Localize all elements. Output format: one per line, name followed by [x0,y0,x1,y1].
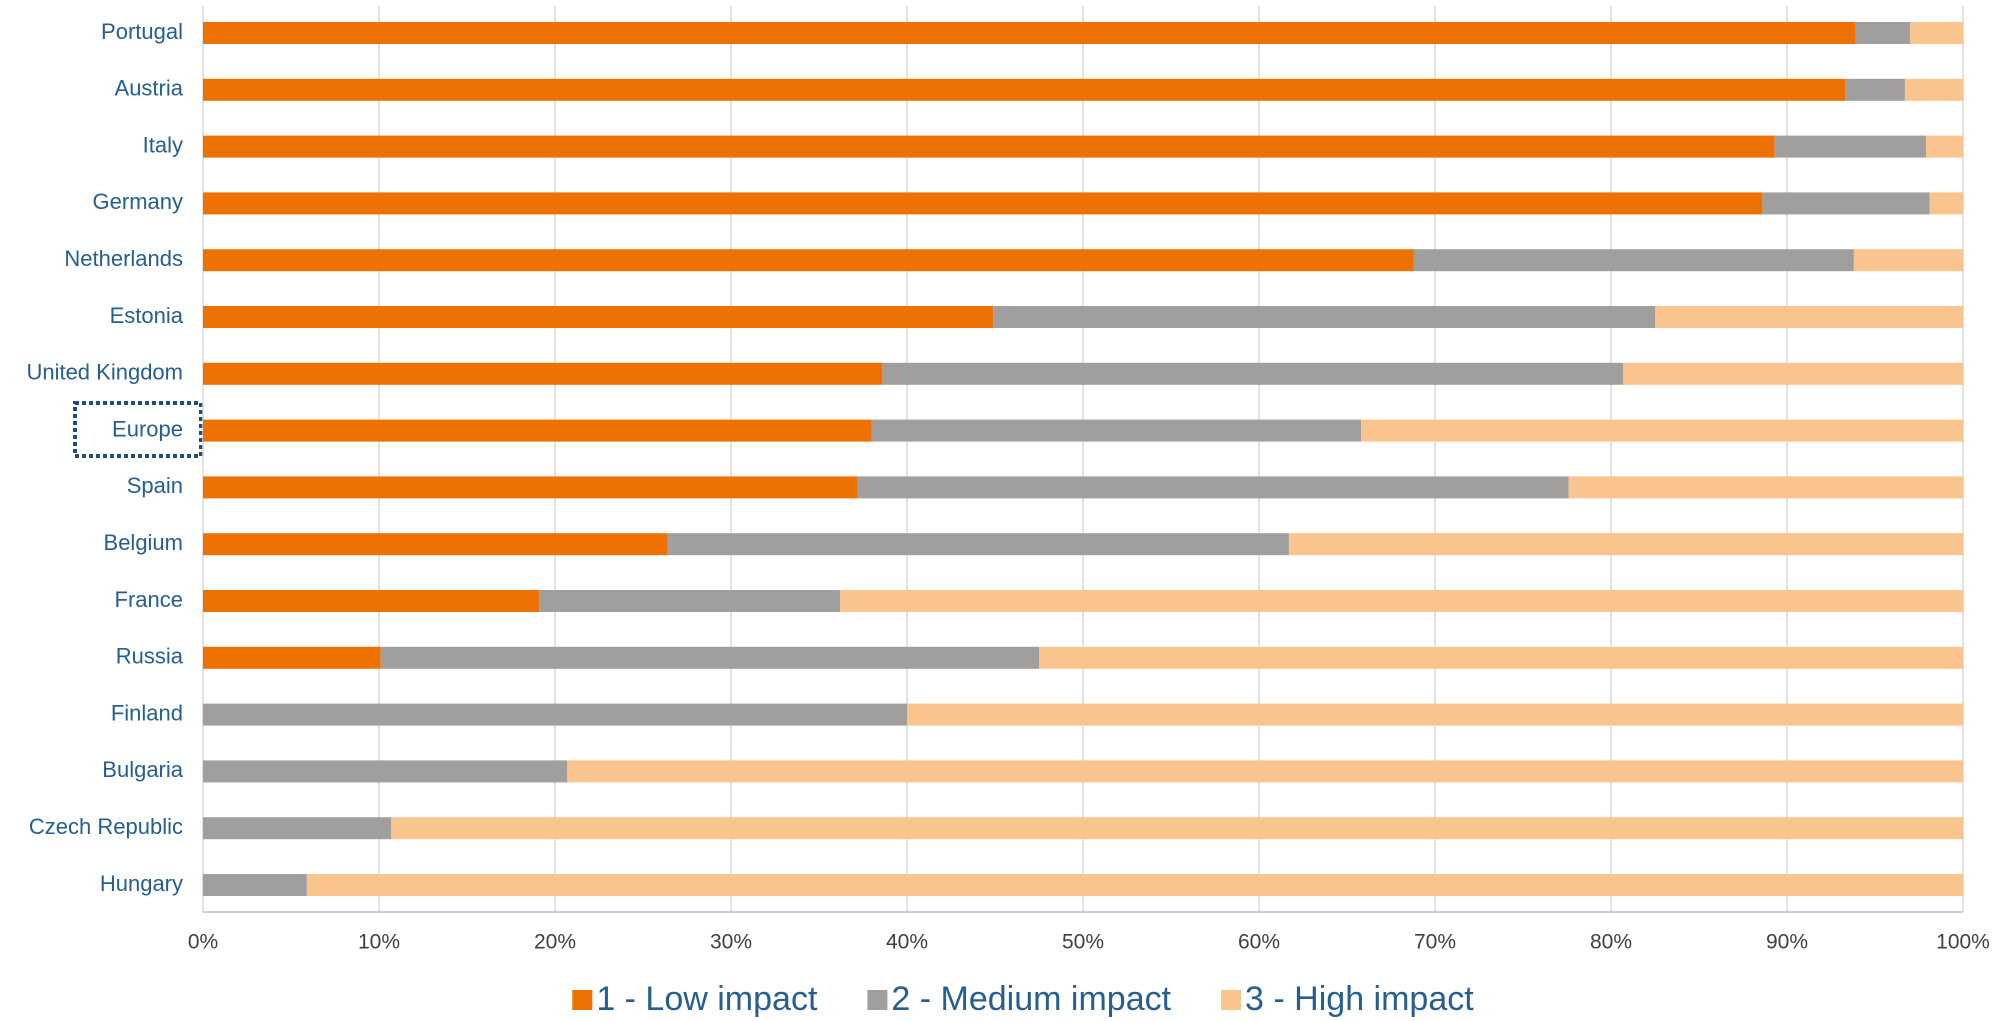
bar-segment [203,703,907,726]
bar-segment [1929,192,1963,215]
legend-label: 2 - Medium impact [891,980,1171,1018]
bar-segment [567,760,1963,783]
bar-segment [380,646,1039,669]
y-tick-label: United Kingdom [26,360,183,385]
bar-segment [203,78,1846,101]
x-tick-label: 70% [1414,931,1456,954]
bar-segment [1288,533,1963,556]
y-tick-label: Europe [112,416,183,441]
y-tick-label: Austria [115,76,184,101]
bar-segment [203,192,1763,215]
bar-segment [1845,78,1905,101]
bar-segment [907,703,1963,726]
bar-segment [871,419,1362,442]
x-tick-label: 10% [358,931,400,954]
bar-segment [203,249,1414,272]
legend-swatch [867,990,888,1010]
bar-segment [882,362,1624,385]
x-tick-label: 50% [1062,931,1104,954]
y-tick-label: Czech Republic [29,814,183,839]
x-tick-label: 60% [1238,931,1280,954]
bar-segment [1039,646,1963,669]
bar-segment [391,817,1963,840]
y-tick-label: Germany [93,189,183,214]
bar-segment [1623,362,1963,385]
bar-segment [203,533,668,556]
bar-segment [1853,249,1963,272]
y-tick-label: Hungary [100,871,183,896]
bar-segment [203,590,540,612]
legend-swatch [1221,990,1242,1010]
x-tick-label: 40% [886,931,928,954]
y-tick-label: Italy [143,132,183,157]
bar-segment [203,419,872,442]
bar-segment [1904,78,1963,101]
x-tick-label: 20% [534,931,576,954]
legend-label: 1 - Low impact [596,980,818,1018]
x-tick-label: 100% [1936,931,1990,954]
bar-segment [306,874,1964,896]
y-tick-label: Estonia [110,303,184,328]
legend-label: 3 - High impact [1245,980,1474,1018]
bar-segment [1762,192,1930,215]
bar-segment [203,135,1775,158]
bar-segment [1655,306,1963,328]
y-tick-label: Russia [116,644,184,669]
bar-segment [203,22,1856,44]
legend-swatch [572,990,593,1010]
bar-segment [203,874,307,896]
bar-segment [1855,22,1911,44]
x-tick-label: 90% [1766,931,1808,954]
bar-segment [1774,135,1927,158]
y-tick-label: Bulgaria [102,757,183,782]
y-tick-label: Netherlands [64,246,183,271]
bar-segment [1568,476,1963,499]
x-tick-label: 0% [188,931,218,954]
x-tick-label: 30% [710,931,752,954]
bar-segment [203,817,392,840]
bar-segment [857,476,1569,499]
bar-segment [203,760,568,783]
bar-segment [203,362,883,385]
bar-segment [993,306,1655,328]
highlight-box [73,401,203,458]
y-tick-label: Spain [127,473,183,498]
bar-segment [203,306,994,328]
bar-segment [840,590,1963,612]
y-tick-label: Belgium [104,530,183,555]
bar-segment [1413,249,1854,272]
bar-segment [203,646,381,669]
bar-segment [539,590,841,612]
y-tick-label: Finland [111,700,183,725]
y-tick-label: Portugal [101,19,183,44]
x-tick-label: 80% [1590,931,1632,954]
bar-segment [1926,135,1963,158]
bar-segment [203,476,858,499]
bar-segment [667,533,1289,556]
bar-segment [1361,419,1963,442]
y-tick-label: France [115,587,183,612]
bar-segment [1910,22,1963,44]
